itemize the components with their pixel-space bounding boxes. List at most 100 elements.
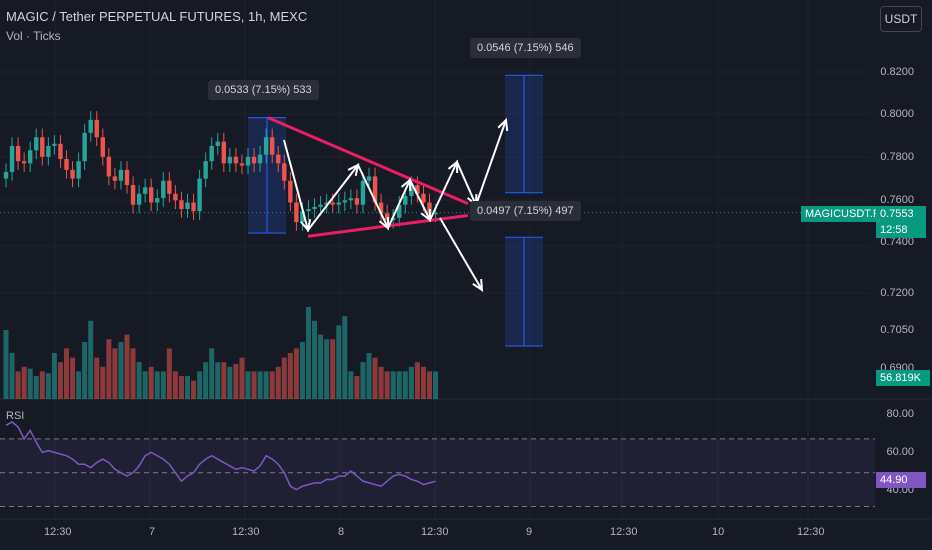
candle-body: [203, 161, 208, 179]
time-tick: 12:30: [232, 526, 260, 538]
arrow-head: [497, 117, 509, 132]
volume-bar: [336, 325, 342, 399]
candle-body: [233, 156, 239, 164]
measure-label: 0.0546 (7.15%) 546: [470, 38, 581, 58]
time-tick: 12:30: [421, 526, 449, 538]
candle-body: [366, 176, 372, 181]
volume-bar: [378, 366, 384, 399]
volume-bar: [420, 366, 426, 399]
volume-bar: [9, 353, 15, 399]
candle-body: [82, 132, 87, 162]
arrow-head: [400, 177, 412, 192]
volume-bar: [245, 371, 251, 399]
volume-bar: [281, 357, 287, 399]
volume-bar: [70, 357, 76, 399]
candle-body: [312, 206, 317, 210]
candle-body: [324, 202, 329, 205]
candle-body: [403, 195, 408, 205]
candle-body: [136, 193, 142, 205]
volume-bar: [27, 368, 33, 399]
volume-bar: [76, 371, 82, 399]
volume-bar: [269, 371, 275, 399]
volume-bar: [33, 376, 39, 399]
volume-bar: [215, 362, 221, 399]
volume-bar: [221, 362, 227, 399]
candle-body: [300, 211, 305, 223]
volume-bar: [408, 366, 414, 399]
candle-body: [34, 137, 39, 151]
candle-body: [70, 169, 75, 179]
candle-body: [9, 145, 15, 173]
volume-bar: [354, 376, 360, 399]
volume-bar: [427, 371, 432, 399]
candle-body: [52, 143, 57, 146]
volume-bar: [299, 341, 305, 399]
countdown-badge: 12:58: [876, 222, 926, 238]
candle-body: [185, 202, 190, 210]
rsi-tick: 80.00: [886, 408, 914, 420]
price-tick: 0.7200: [880, 287, 914, 299]
volume-bar: [136, 362, 142, 399]
candle-body: [415, 185, 420, 194]
candle-body: [342, 200, 347, 203]
candle-body: [221, 141, 226, 164]
candle-body: [28, 150, 33, 164]
candle-body: [64, 159, 69, 170]
volume-bar: [251, 371, 257, 399]
candle-body: [94, 119, 99, 138]
candle-body: [245, 156, 251, 166]
candle-body: [397, 204, 402, 218]
volume-bar: [390, 371, 396, 399]
candle-body: [263, 137, 269, 155]
arrow-head: [300, 219, 312, 233]
volume-bar: [15, 371, 21, 399]
volume-bar: [185, 376, 190, 399]
candle-body: [348, 198, 354, 201]
price-tick: 0.7400: [880, 236, 914, 248]
candle-body: [209, 145, 214, 162]
candle-body: [40, 137, 45, 157]
candle-body: [191, 202, 196, 212]
rsi-value-badge: 44.90: [876, 472, 926, 488]
volume-bar: [142, 371, 148, 399]
candle-body: [372, 176, 378, 203]
measure-label: 0.0533 (7.15%) 533: [208, 80, 319, 100]
volume-bar: [148, 366, 154, 399]
currency-button[interactable]: USDT: [880, 6, 922, 32]
volume-bar: [154, 371, 160, 399]
candle-body: [118, 169, 124, 181]
rsi-label: RSI: [6, 410, 25, 422]
candle-body: [161, 180, 166, 199]
candle-body: [215, 141, 220, 146]
candle-body: [318, 204, 323, 207]
volume-bar: [348, 371, 354, 399]
volume-bar: [178, 376, 184, 399]
candle-body: [227, 156, 233, 164]
volume-bar: [257, 371, 263, 399]
candle-body: [155, 198, 160, 203]
volume-bar: [227, 366, 233, 399]
volume-bar: [372, 357, 378, 399]
volume-bar: [312, 320, 318, 399]
candle-body: [3, 172, 9, 179]
candle-body: [21, 161, 27, 164]
volume-bar: [275, 366, 281, 399]
volume-bar: [21, 366, 27, 399]
arrow-head: [447, 159, 459, 174]
candle-body: [179, 200, 184, 210]
candle-body: [433, 212, 438, 215]
volume-bar: [324, 339, 330, 399]
volume-bar: [100, 366, 106, 399]
candle-body: [124, 169, 130, 186]
volume-bar: [124, 334, 130, 399]
volume-bar: [130, 348, 136, 399]
candle-body: [288, 180, 293, 203]
price-tick: 0.8000: [880, 108, 914, 120]
volume-bar: [239, 357, 245, 399]
volume-bar: [45, 373, 51, 399]
candle-body: [106, 156, 112, 177]
candle-body: [142, 187, 148, 194]
volume-bar: [287, 353, 293, 399]
volume-bar: [209, 348, 215, 399]
